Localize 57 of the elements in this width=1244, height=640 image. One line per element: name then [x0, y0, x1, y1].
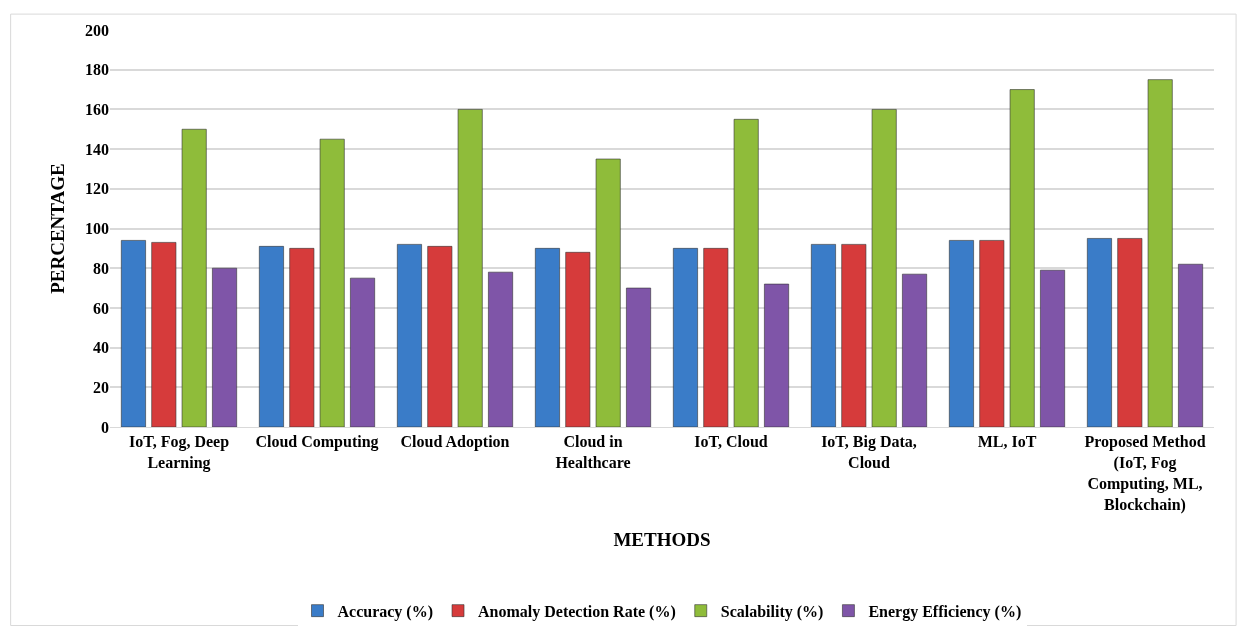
bar: [902, 273, 927, 427]
bar: [289, 248, 315, 427]
x-axis-title: METHODS: [613, 529, 711, 551]
bar: [595, 158, 621, 427]
y-tick-label: 40: [93, 339, 109, 357]
x-tick-label: IoT, Cloud: [694, 433, 768, 451]
y-tick-label: 80: [93, 259, 109, 277]
bar: [1147, 79, 1173, 427]
bar: [565, 252, 591, 427]
y-tick-label: 180: [85, 61, 109, 79]
y-tick-label: 140: [85, 140, 109, 158]
bar: [1087, 238, 1112, 427]
bar: [673, 248, 698, 427]
bar: [181, 128, 207, 427]
bar: [457, 109, 483, 427]
bar: [1117, 238, 1143, 427]
y-tick-label: 20: [93, 378, 109, 396]
bar: [979, 240, 1005, 427]
bar: [626, 287, 651, 427]
x-tick-label: Proposed Method (IoT, Fog Computing, ML, Blockchain): [1084, 433, 1206, 514]
y-tick-label: 60: [93, 299, 109, 317]
bar: [397, 244, 422, 427]
bar: [871, 109, 897, 427]
bar: [319, 138, 345, 427]
legend-label: Accuracy (%): [337, 602, 434, 621]
x-tick-label: Cloud Computing: [255, 433, 379, 452]
bar: [535, 248, 560, 427]
bar: [1040, 269, 1065, 427]
bar: [350, 277, 375, 427]
y-axis-title: PERCENTAGE: [46, 163, 68, 294]
bar: [427, 246, 453, 427]
x-tick-label: IoT, Fog, Deep Learning: [128, 433, 230, 472]
bar: [121, 240, 146, 427]
bar: [151, 242, 177, 427]
bar: [259, 246, 284, 427]
legend-label: Anomaly Detection Rate (%): [478, 602, 676, 621]
y-tick-label: 120: [85, 180, 109, 198]
bar: [733, 119, 759, 427]
bar: [212, 267, 237, 427]
y-tick-label: 0: [101, 418, 109, 436]
legend-label: Scalability (%): [720, 602, 824, 621]
bar: [841, 244, 867, 427]
x-tick-label: Cloud Adoption: [400, 433, 510, 452]
bar: [811, 244, 836, 427]
bar: [1178, 263, 1203, 427]
bar: [949, 240, 974, 427]
bar: [1009, 89, 1035, 427]
bar: [488, 271, 513, 427]
x-tick-label: Cloud in Healthcare: [555, 433, 631, 471]
bar: [764, 283, 789, 427]
y-tick-label: 200: [85, 21, 109, 39]
y-tick-label: 160: [85, 101, 109, 118]
x-tick-label: ML, IoT: [977, 433, 1037, 451]
x-tick-label: IoT, Big Data, Cloud: [821, 433, 917, 471]
legend-label: Energy Efficiency (%): [868, 602, 1022, 621]
y-tick-label: 100: [85, 220, 109, 238]
bar: [703, 248, 729, 427]
